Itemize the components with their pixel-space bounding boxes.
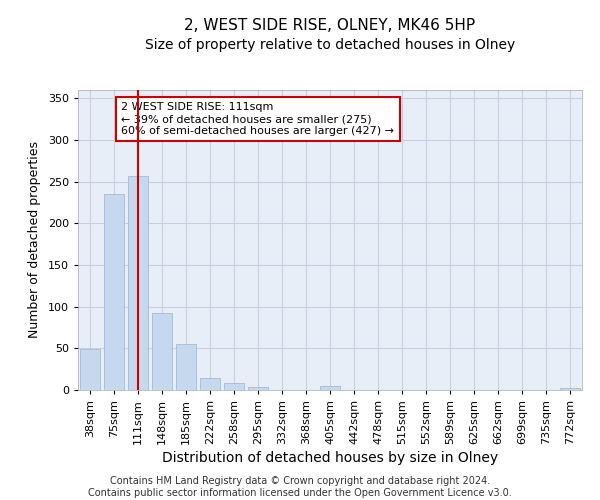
Bar <box>224 382 244 390</box>
Y-axis label: Number of detached properties: Number of detached properties <box>28 142 41 338</box>
Text: Size of property relative to detached houses in Olney: Size of property relative to detached ho… <box>145 38 515 52</box>
Bar <box>248 386 268 390</box>
Text: 2 WEST SIDE RISE: 111sqm
← 39% of detached houses are smaller (275)
60% of semi-: 2 WEST SIDE RISE: 111sqm ← 39% of detach… <box>121 102 394 136</box>
X-axis label: Distribution of detached houses by size in Olney: Distribution of detached houses by size … <box>162 451 498 465</box>
Bar <box>128 176 148 390</box>
Bar <box>80 349 100 390</box>
Bar <box>104 194 124 390</box>
Text: 2, WEST SIDE RISE, OLNEY, MK46 5HP: 2, WEST SIDE RISE, OLNEY, MK46 5HP <box>184 18 476 32</box>
Bar <box>152 312 172 390</box>
Bar <box>200 378 220 390</box>
Bar <box>320 386 340 390</box>
Bar <box>176 344 196 390</box>
Bar <box>560 388 580 390</box>
Text: Contains HM Land Registry data © Crown copyright and database right 2024.
Contai: Contains HM Land Registry data © Crown c… <box>88 476 512 498</box>
